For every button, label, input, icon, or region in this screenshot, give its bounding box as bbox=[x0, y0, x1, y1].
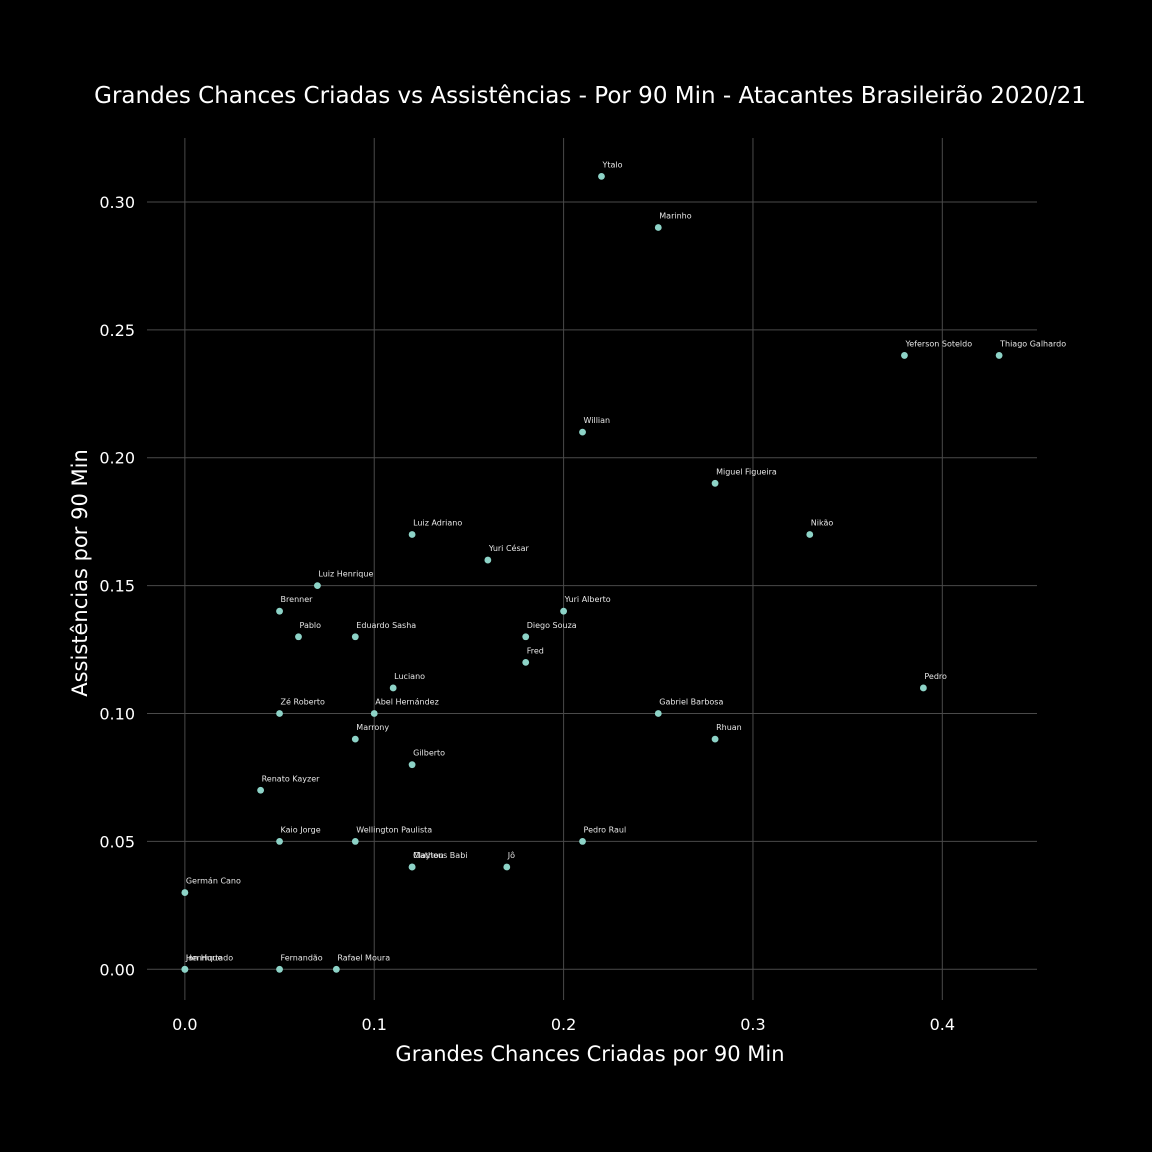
scatter-point bbox=[654, 710, 662, 717]
point-label: Marrony bbox=[356, 723, 389, 732]
point-label: Luiz Adriano bbox=[413, 518, 462, 527]
point-label: Luiz Henrique bbox=[318, 570, 373, 579]
scatter-point bbox=[276, 607, 283, 615]
point-label: Abel Hernández bbox=[375, 698, 439, 707]
scatter-point bbox=[579, 428, 586, 436]
scatter-point bbox=[654, 224, 662, 231]
y-tick-label: 0.05 bbox=[99, 832, 135, 851]
scatter-point bbox=[351, 838, 359, 845]
scatter-point bbox=[276, 965, 283, 973]
point-label: Zé Roberto bbox=[281, 697, 325, 707]
scatter-point bbox=[351, 735, 359, 743]
scatter-point bbox=[351, 633, 359, 641]
scatter-point bbox=[711, 479, 719, 487]
scatter-point bbox=[408, 761, 416, 769]
point-label: Yeferson Soteldo bbox=[904, 339, 972, 348]
scatter-point bbox=[901, 352, 908, 359]
scatter-point bbox=[711, 735, 719, 743]
y-axis-label: Assistências por 90 Min bbox=[68, 449, 92, 697]
scatter-point bbox=[579, 838, 586, 845]
scatter-point bbox=[181, 965, 189, 973]
grid-lines bbox=[147, 138, 1037, 1000]
y-tick-label: 0.30 bbox=[99, 193, 135, 212]
axis-ticks: 0.0 0.1 0.2 0.3 0.4 0.00 0.05 0.10 0.15 0.20 0.25 0… bbox=[99, 193, 955, 1034]
point-label: Fred bbox=[527, 646, 544, 655]
point-label: Fernandão bbox=[281, 953, 323, 962]
x-tick-label: 0.2 bbox=[551, 1015, 576, 1034]
point-label: Pedro bbox=[924, 672, 947, 681]
scatter-point bbox=[503, 863, 511, 871]
scatter-point bbox=[276, 710, 283, 717]
point-label: Gabriel Barbosa bbox=[659, 698, 723, 707]
y-tick-label: 0.25 bbox=[99, 321, 135, 340]
y-tick-label: 0.10 bbox=[99, 705, 135, 724]
scatter-point bbox=[484, 556, 492, 564]
point-label: Diego Souza bbox=[527, 621, 577, 630]
point-label: Brenner bbox=[281, 595, 314, 604]
point-label: Yuri Alberto bbox=[564, 595, 611, 604]
data-points: Ytalo Marinho Yeferson Soteldo Thiago Galha… bbox=[181, 160, 1066, 973]
y-tick-label: 0.20 bbox=[99, 449, 135, 468]
x-tick-label: 0.3 bbox=[740, 1015, 765, 1034]
point-label: Ytalo bbox=[601, 160, 622, 169]
point-label: Matheus Babi bbox=[413, 851, 467, 860]
point-label: Renato Kayzer bbox=[262, 774, 321, 783]
scatter-point bbox=[389, 684, 397, 692]
scatter-point bbox=[181, 889, 189, 896]
point-label: Kaio Jorge bbox=[281, 825, 321, 834]
scatter-point bbox=[408, 531, 416, 538]
scatter-point bbox=[332, 965, 340, 973]
scatter-point bbox=[806, 531, 814, 538]
x-axis-label: Grandes Chances Criadas por 90 Min bbox=[395, 1042, 784, 1066]
point-label: Rafael Moura bbox=[337, 953, 390, 962]
point-label: Rhuan bbox=[716, 723, 742, 732]
scatter-point bbox=[522, 658, 530, 666]
scatter-point bbox=[919, 684, 927, 692]
point-label: Germán Cano bbox=[186, 877, 241, 886]
x-tick-label: 0.1 bbox=[362, 1015, 387, 1034]
point-label: Gilberto bbox=[413, 749, 445, 758]
y-tick-label: 0.15 bbox=[99, 577, 135, 596]
scatter-point bbox=[257, 786, 265, 794]
scatter-point bbox=[370, 710, 378, 717]
scatter-point bbox=[295, 633, 302, 641]
point-label: Pedro Raul bbox=[584, 825, 627, 834]
scatter-point bbox=[522, 633, 530, 641]
point-label: Luciano bbox=[394, 672, 425, 681]
x-tick-label: 0.4 bbox=[930, 1015, 955, 1034]
point-label: Thiago Galhardo bbox=[999, 339, 1066, 348]
y-tick-label: 0.00 bbox=[99, 960, 135, 979]
chart-title: Grandes Chances Criadas vs Assistências … bbox=[94, 83, 1086, 109]
scatter-point bbox=[995, 352, 1003, 359]
point-label: Jô bbox=[507, 850, 515, 860]
scatter-point bbox=[560, 607, 567, 615]
point-label: Henrique bbox=[186, 953, 223, 962]
point-label: Nikão bbox=[811, 518, 834, 527]
point-label: Pablo bbox=[299, 621, 321, 630]
scatter-point bbox=[598, 172, 605, 180]
point-label: Wellington Paulista bbox=[356, 825, 432, 834]
scatter-point bbox=[408, 863, 416, 871]
point-label: Marinho bbox=[659, 212, 691, 221]
x-tick-label: 0.0 bbox=[172, 1015, 197, 1034]
point-label: Jan Hurtado bbox=[185, 953, 233, 962]
point-label: Eduardo Sasha bbox=[356, 621, 416, 630]
scatter-point bbox=[276, 838, 283, 845]
point-label: Willian bbox=[584, 416, 611, 425]
point-label: Yuri César bbox=[488, 543, 530, 553]
point-label: Miguel Figueira bbox=[716, 467, 777, 476]
point-label: Clayton bbox=[413, 851, 444, 860]
scatter-point bbox=[314, 582, 321, 590]
